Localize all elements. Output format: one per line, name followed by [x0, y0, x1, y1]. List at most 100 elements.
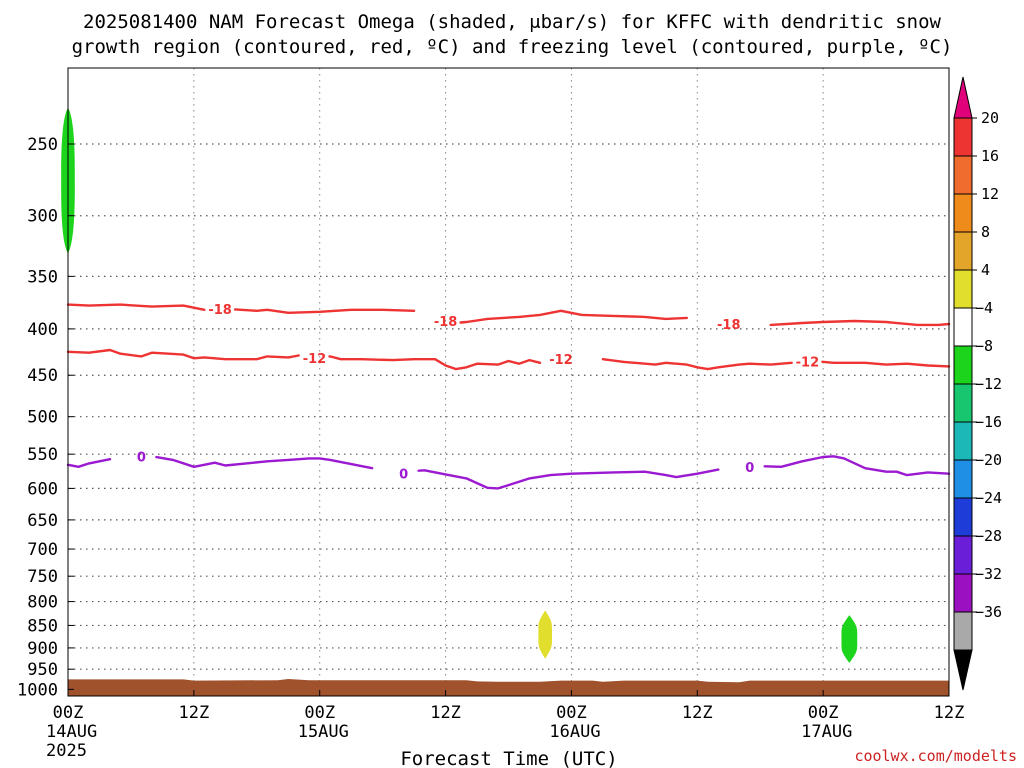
- contour-0-label-0: -18: [208, 303, 232, 318]
- colorbar-label-10: −24: [975, 489, 1002, 507]
- colorbar-swatch-5: [953, 307, 973, 347]
- colorbar-swatch-7: [953, 383, 973, 423]
- y-tick-label-850: 850: [27, 616, 58, 636]
- green-omega-blob: [841, 615, 858, 663]
- contour-0-segment-3: [769, 319, 951, 327]
- y-tick-label-350: 350: [27, 267, 58, 287]
- colorbar-label-2: 12: [981, 185, 999, 203]
- colorbar-label-4: 4: [981, 261, 990, 279]
- source-credit: coolwx.com/modelts: [854, 747, 1017, 765]
- y-tick-label-600: 600: [27, 479, 58, 499]
- contour-2-segment-2: [417, 468, 720, 490]
- y-tick-label-650: 650: [27, 511, 58, 531]
- x-tick-label-0-0: 00Z: [53, 703, 84, 723]
- x-tick-label-3-0: 12Z: [430, 703, 461, 723]
- contour-0-segment-2: [459, 309, 688, 324]
- colorbar-swatch-0: [953, 117, 973, 157]
- colorbar-label-3: 8: [981, 223, 990, 241]
- contour-1: -12 -12 -12: [66, 348, 951, 371]
- colorbar-bottom-arrow: [953, 649, 973, 691]
- colorbar-label-6: −8: [975, 337, 993, 355]
- chart-title-line-2: growth region (contoured, red, ºC) and f…: [72, 36, 953, 58]
- y-tick-label-500: 500: [27, 408, 58, 428]
- x-tick-label-1-0: 12Z: [178, 703, 209, 723]
- colorbar-label-1: 16: [981, 147, 999, 165]
- x-tick-label-2-1: 15AUG: [298, 722, 349, 742]
- contour-1-label-1: -12: [549, 353, 573, 368]
- colorbar-swatch-12: [953, 573, 973, 613]
- colorbar-swatch-1: [953, 155, 973, 195]
- colorbar-top-arrow: [953, 76, 973, 119]
- contour-2-label-2: 0: [745, 461, 754, 476]
- chart-title: 2025081400 NAM Forecast Omega (shaded, μ…: [72, 11, 953, 58]
- contour-2-segment-0: [66, 458, 112, 468]
- chart-title-line-1: 2025081400 NAM Forecast Omega (shaded, μ…: [83, 11, 941, 33]
- colorbar-label-12: −32: [975, 565, 1002, 583]
- colorbar-swatch-3: [953, 231, 973, 271]
- x-axis-label: Forecast Time (UTC): [400, 748, 617, 768]
- y-tick-label-800: 800: [27, 593, 58, 613]
- colorbar-swatch-8: [953, 421, 973, 461]
- x-tick-label-6-1: 17AUG: [801, 722, 852, 742]
- y-tick-label-750: 750: [27, 567, 58, 587]
- contour-0-label-1: -18: [434, 315, 458, 330]
- contour-1-segment-3: [821, 360, 951, 368]
- colorbar-label-9: −20: [975, 451, 1002, 469]
- x-tick-label-4-1: 16AUG: [549, 722, 600, 742]
- grid: [68, 68, 949, 696]
- contour-0-segment-1: [233, 308, 416, 314]
- contour-0: -18 -18 -18: [66, 303, 951, 333]
- x-tick-label-2-0: 00Z: [304, 703, 335, 723]
- y-tick-label-250: 250: [27, 135, 58, 155]
- colorbar-label-11: −28: [975, 527, 1002, 545]
- contour-0-segment-0: [66, 303, 206, 311]
- colorbar-swatch-9: [953, 459, 973, 499]
- colorbar-swatch-10: [953, 497, 973, 537]
- colorbar-swatch-2: [953, 193, 973, 233]
- colorbar-label-0: 20: [981, 109, 999, 127]
- pressure-axis: 250 300 350 400 450 500 550 600 650 700 750 800 850 9…: [17, 135, 74, 700]
- colorbar-label-13: −36: [975, 603, 1002, 621]
- colorbar-swatch-11: [953, 535, 973, 575]
- surface-terrain-fill: [68, 679, 949, 696]
- y-tick-label-700: 700: [27, 540, 58, 560]
- contour-1-segment-2: [601, 358, 793, 371]
- colorbar-label-5: −4: [975, 299, 993, 317]
- x-tick-label-0-2: 2025: [46, 741, 87, 761]
- x-tick-label-6-0: 00Z: [808, 703, 839, 723]
- contour-2-label-1: 0: [399, 468, 408, 483]
- x-tick-label-0-1: 14AUG: [46, 722, 97, 742]
- contour-1-segment-0: [66, 348, 300, 361]
- contour-1-segment-1: [328, 355, 542, 371]
- surface-terrain: [68, 679, 949, 696]
- contours: -18 -18 -18 -12 -12 -12 0 0 0: [66, 303, 951, 490]
- y-tick-label-950: 950: [27, 660, 58, 680]
- contour-2-label-0: 0: [137, 451, 146, 466]
- y-tick-label-400: 400: [27, 320, 58, 340]
- y-tick-label-550: 550: [27, 445, 58, 465]
- contour-2: 0 0 0: [66, 451, 951, 490]
- contour-0-label-2: -18: [717, 318, 741, 333]
- y-tick-label-300: 300: [27, 207, 58, 227]
- colorbar-swatch-6: [953, 345, 973, 385]
- y-tick-label-900: 900: [27, 639, 58, 659]
- omega-shading: [61, 107, 858, 663]
- contour-1-label-0: -12: [303, 352, 327, 367]
- colorbar-swatch-4: [953, 269, 973, 309]
- colorbar: 20 16 12 8 4 −4 −8 −12 −16 −20 −24 −28 −32 −36: [953, 76, 1002, 691]
- colorbar-label-8: −16: [975, 413, 1002, 431]
- colorbar-label-7: −12: [975, 375, 1002, 393]
- colorbar-swatch-13: [953, 611, 973, 651]
- x-tick-label-4-0: 00Z: [556, 703, 587, 723]
- y-tick-label-1000: 1000: [17, 680, 58, 700]
- y-tick-label-450: 450: [27, 366, 58, 386]
- contour-1-label-2: -12: [796, 355, 820, 370]
- contour-2-segment-3: [763, 455, 951, 477]
- plot-frame: [67, 67, 950, 697]
- contour-2-segment-1: [155, 455, 374, 470]
- x-tick-label-7-0: 12Z: [934, 703, 965, 723]
- x-tick-label-5-0: 12Z: [682, 703, 713, 723]
- yellow-omega-blob: [538, 610, 553, 659]
